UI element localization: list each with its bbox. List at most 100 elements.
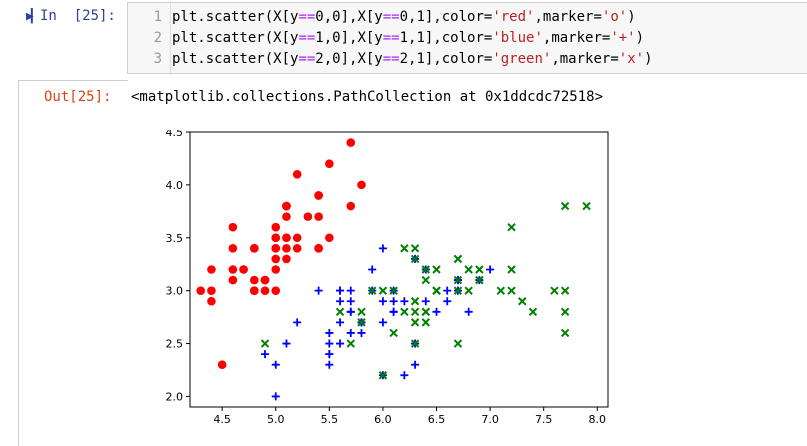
data-point-green [400,307,409,317]
data-point-green [550,286,559,295]
data-point-green [507,286,516,295]
x-tick-label: 7.5 [535,413,553,426]
data-point-red [292,170,302,179]
x-tick-label: 7.0 [481,413,499,426]
data-point-blue [464,307,473,316]
data-point-green [357,307,366,317]
x-tick-label: 4.5 [213,413,231,426]
line-number-gutter [170,3,171,75]
data-point-blue [432,307,441,316]
data-point-green [421,307,431,317]
data-point-blue [443,297,452,306]
data-point-blue [378,244,387,253]
data-point-red [207,296,216,306]
data-point-green [346,339,355,348]
plot-frame [189,131,609,408]
output-prompt-frame [18,80,128,446]
data-point-blue [486,265,495,274]
code-editor[interactable]: 1 plt.scatter(X[y==0,0],X[y==0,1],color='… [127,2,807,75]
data-point-blue [325,339,334,348]
data-point-green [367,286,377,295]
data-point-blue [271,360,280,369]
data-point-green [421,265,431,274]
y-tick-label: 4.0 [166,179,184,192]
y-tick-label: 2.0 [166,390,184,403]
data-point-red [228,244,238,253]
data-point-green [378,286,388,295]
code-line-1: 1 plt.scatter(X[y==0,0],X[y==0,1],color='… [128,7,636,27]
data-point-blue [314,286,323,295]
data-point-blue [336,339,345,348]
data-point-red [292,233,302,243]
data-point-green [453,275,463,285]
input-prompt: In [25]: [40,8,116,24]
data-point-blue [325,360,334,369]
data-point-green [496,286,506,295]
y-tick-label: 2.5 [166,338,184,351]
data-point-red [207,286,216,295]
data-point-green [464,286,473,295]
data-point-red [228,265,238,274]
data-point-green [453,254,463,264]
data-point-red [239,265,248,274]
run-cell-icon[interactable]: ▶▎ [26,9,39,24]
code-line-3: 3 plt.scatter(X[y==2,0],X[y==2,1],color='… [128,49,653,69]
data-point-red [346,201,356,211]
data-point-green [410,254,420,264]
data-point-red [260,286,270,295]
data-point-green [389,328,398,338]
data-point-blue [389,307,398,316]
output-prompt: Out[25]: [44,89,112,105]
output-text: <matplotlib.collections.PathCollection a… [131,89,604,105]
data-point-red [207,265,216,274]
data-point-green [560,307,570,317]
data-point-green [410,244,420,253]
data-point-red [271,244,281,253]
y-tick-label: 4.5 [166,130,184,139]
code-line-2: 2 plt.scatter(X[y==1,0],X[y==1,1],color='… [128,28,645,48]
x-tick-label: 8.0 [589,413,607,426]
data-point-red [271,233,281,243]
data-point-green [475,265,484,274]
data-point-green [464,265,473,274]
data-point-red [271,222,281,232]
output-cell: Out[25]: <matplotlib.collections.PathCol… [0,80,807,446]
input-cell: ▶▎ In [25]: 1 plt.scatter(X[y==0,0],X[y==… [0,0,807,76]
data-point-red [228,275,238,285]
data-point-green [357,318,366,327]
data-point-red [228,222,238,232]
data-point-blue [293,318,302,327]
data-point-green [582,201,591,211]
data-point-red [260,275,270,285]
data-point-green [410,339,420,348]
data-point-green [560,328,570,338]
data-point-red [250,275,259,285]
data-point-green [410,307,420,317]
data-point-green [560,201,570,211]
scatter-plot: 4.5 5.0 5.5 6.0 6.5 7.0 7.5 8.0 2.0 2.5 3.0 3.5 4.0 4… [166,130,609,426]
data-point-red [314,244,323,253]
x-tick-label: 6.0 [374,413,392,426]
data-point-red [271,265,281,274]
data-point-green [389,286,398,295]
x-tick-label: 6.5 [428,413,446,426]
data-point-green [260,339,270,348]
data-point-red [196,286,206,295]
y-tick-label: 3.0 [166,285,184,298]
data-point-red [282,254,291,264]
data-point-red [325,233,334,243]
data-point-red [282,233,291,243]
data-point-blue [271,392,280,401]
data-point-red [314,212,323,221]
data-point-blue [378,318,387,327]
data-point-red [325,159,334,169]
data-point-blue [346,307,355,316]
data-point-red [282,244,291,253]
data-point-blue [368,265,377,274]
data-point-blue [261,350,270,359]
data-point-blue [336,297,345,306]
data-point-green [432,286,441,295]
y-tick-label: 3.5 [166,232,184,245]
x-tick-label: 5.5 [321,413,339,426]
data-point-green [421,275,431,285]
